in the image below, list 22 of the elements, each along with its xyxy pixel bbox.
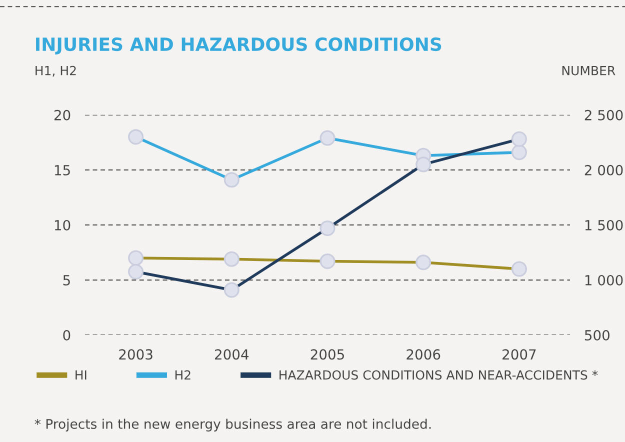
x-tick-label: 2004 <box>214 349 249 360</box>
y-tick-label: 20 <box>54 110 70 120</box>
x-tick-label: 2005 <box>310 349 344 360</box>
y2-tick-label: 500 <box>584 330 610 341</box>
y-tick-label: 0 <box>63 330 70 341</box>
y2-tick-label: 2 500 <box>584 110 623 120</box>
x-tick-label: 2003 <box>119 349 152 360</box>
y-tick-label: 5 <box>63 275 70 286</box>
y2-tick-label: 2 000 <box>584 164 623 176</box>
legend-label: HI <box>76 370 86 380</box>
text: * Projects in the new energy business area are not included. <box>34 418 431 432</box>
y-tick-label: 15 <box>54 165 70 176</box>
legend-label: HAZARDOUS CONDITIONS AND NEAR-ACCIDENTS * <box>280 370 598 380</box>
y2-tick-label: 1 000 <box>585 274 623 286</box>
chart-title: INJURIES AND HAZARDOUS CONDITIONS <box>36 37 442 54</box>
y2-tick-label: 1 500 <box>585 220 623 230</box>
legend-label: H2 <box>175 370 190 380</box>
x-tick-label: 2007 <box>502 349 536 360</box>
y-tick-label: 10 <box>54 220 70 230</box>
y2-axis-title: NUMBER <box>562 66 616 76</box>
y-axis-title: H1, H2 <box>36 66 76 77</box>
x-tick-label: 2006 <box>406 349 440 360</box>
